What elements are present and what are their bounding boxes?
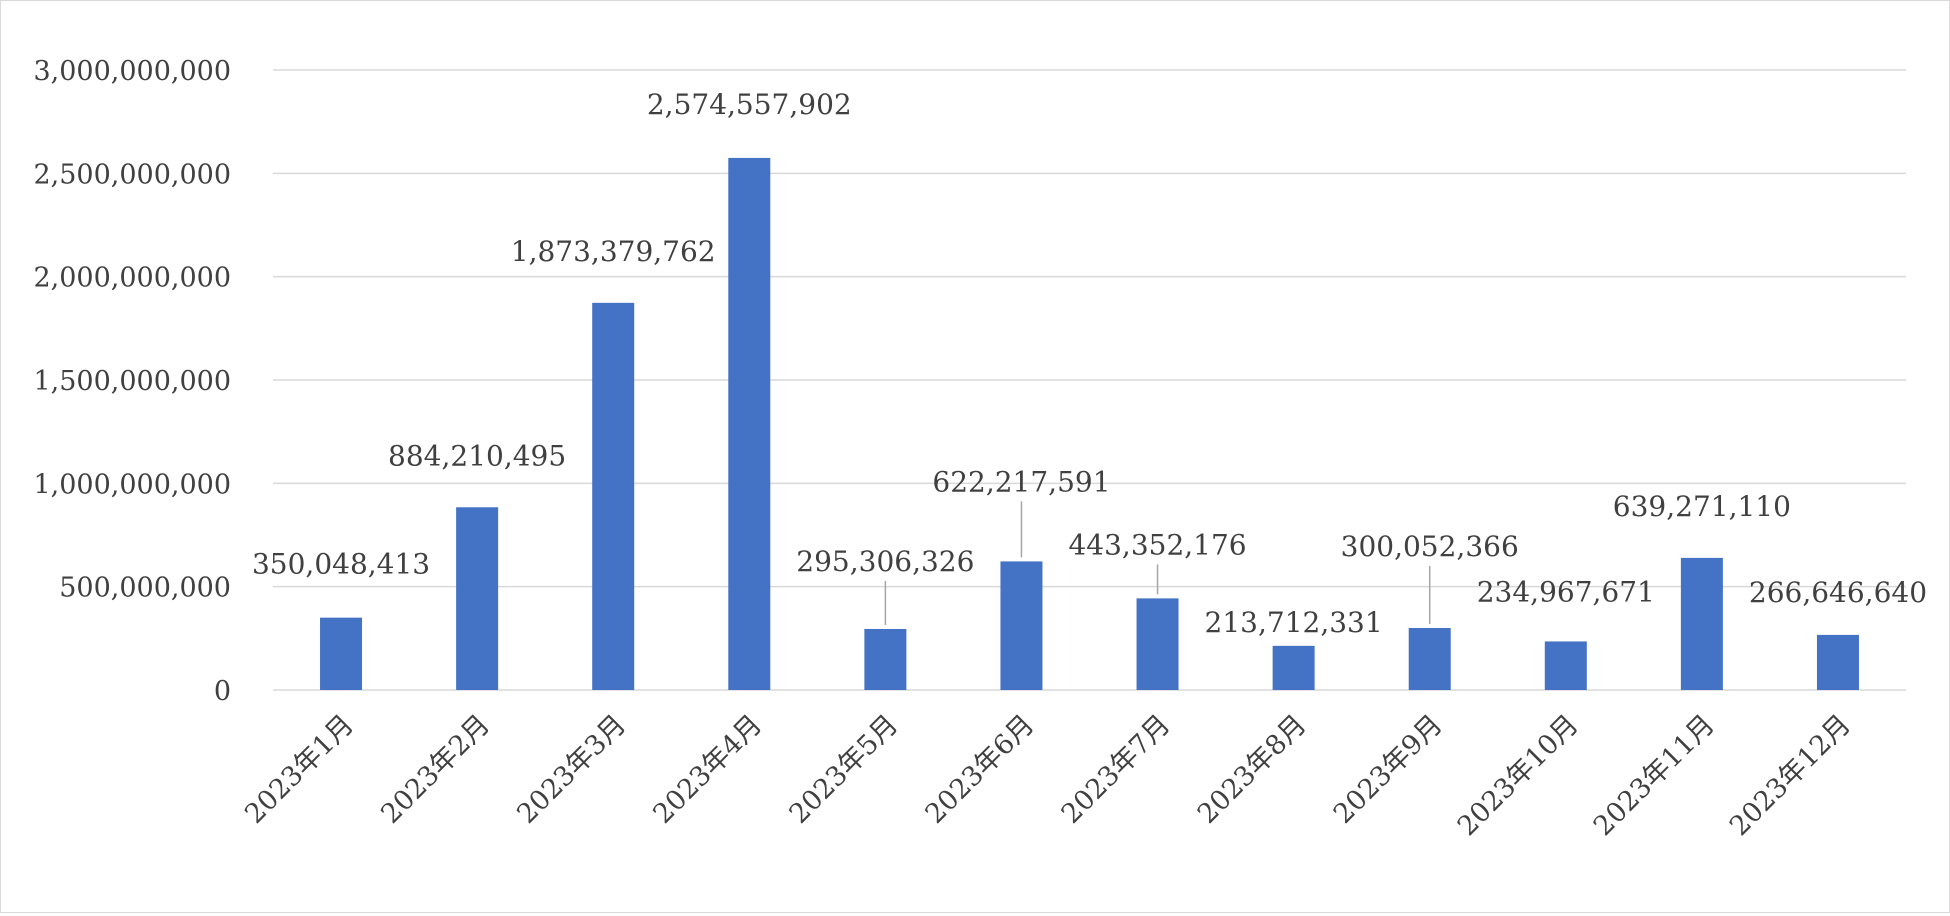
x-category-label: 2023年1月 — [239, 709, 360, 830]
data-labels: 350,048,413 884,210,495 1,873,379,762 2,574… — [252, 88, 1927, 639]
bar — [1136, 598, 1179, 690]
x-category-label: 2023年6月 — [920, 709, 1041, 830]
y-tick-label: 2,000,000,000 — [33, 263, 231, 294]
bar — [1680, 557, 1723, 690]
x-category-label: 2023年5月 — [783, 709, 904, 830]
x-category-label: 2023年8月 — [1192, 709, 1313, 830]
y-tick-label: 0 — [214, 676, 231, 707]
data-label: 300,052,366 — [1341, 530, 1519, 563]
bar — [1408, 627, 1451, 690]
x-category-label: 2023年12月 — [1724, 709, 1857, 842]
bar — [456, 507, 499, 690]
data-label: 884,210,495 — [388, 439, 566, 472]
data-label: 234,967,671 — [1477, 575, 1655, 608]
data-label: 639,271,110 — [1613, 490, 1791, 523]
y-tick-label: 1,000,000,000 — [33, 469, 231, 500]
bar — [1544, 641, 1587, 690]
x-category-label: 2023年2月 — [375, 709, 496, 830]
bar — [728, 157, 771, 691]
y-tick-label: 2,500,000,000 — [33, 159, 231, 190]
data-label: 295,306,326 — [796, 545, 974, 578]
x-axis-category-labels: 2023年1月 2023年2月 2023年3月 2023年4月 2023年5月 2023年… — [239, 709, 1857, 842]
data-label: 350,048,413 — [252, 548, 430, 581]
data-label: 1,873,379,762 — [511, 235, 716, 268]
y-tick-label: 500,000,000 — [59, 573, 231, 604]
gridlines — [273, 69, 1906, 691]
data-label: 266,646,640 — [1749, 576, 1927, 609]
data-label: 213,712,331 — [1205, 606, 1383, 639]
x-category-label: 2023年4月 — [647, 709, 768, 830]
bar — [320, 617, 363, 690]
y-axis-tick-labels: 0 500,000,000 1,000,000,000 1,500,000,000 2,… — [33, 56, 231, 707]
x-category-label: 2023年7月 — [1056, 709, 1177, 830]
leader-lines — [884, 501, 1431, 625]
bar — [864, 628, 907, 690]
data-label: 622,217,591 — [932, 465, 1110, 498]
y-tick-label: 1,500,000,000 — [33, 366, 231, 397]
x-category-label: 2023年10月 — [1452, 709, 1585, 842]
y-tick-label: 3,000,000,000 — [33, 56, 231, 87]
x-category-label: 2023年3月 — [511, 709, 632, 830]
bar — [1272, 645, 1315, 690]
x-category-label: 2023年11月 — [1588, 709, 1721, 842]
bar — [1816, 634, 1859, 690]
bars — [320, 157, 1859, 691]
data-label: 2,574,557,902 — [647, 88, 852, 121]
x-category-label: 2023年9月 — [1328, 709, 1449, 830]
data-label: 443,352,176 — [1068, 528, 1246, 561]
bar — [592, 302, 635, 690]
bar — [1000, 561, 1043, 690]
